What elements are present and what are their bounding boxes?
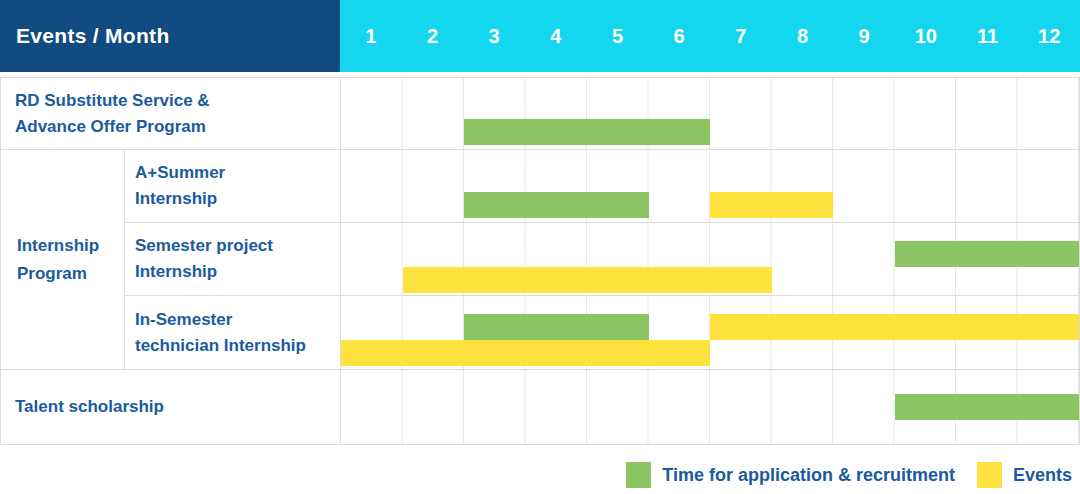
month-header-row: 123456789101112 (340, 0, 1080, 72)
recruitment-bar (464, 192, 649, 218)
table-header: Events / Month 123456789101112 (0, 0, 1080, 72)
recruitment-bar (895, 394, 1080, 420)
row-label-line: Internship (135, 259, 340, 285)
month-header-11: 11 (957, 0, 1019, 72)
timeline-cell-a-summer-internship (341, 149, 1079, 222)
month-header-9: 9 (833, 0, 895, 72)
timeline-cell-rd-substitute-service-advance-offer-program (341, 78, 1079, 149)
month-header-12: 12 (1018, 0, 1080, 72)
row-label-semester-project-internship: Semester projectInternship (125, 222, 341, 295)
gantt-body: RD Substitute Service &Advance Offer Pro… (0, 77, 1080, 445)
month-header-10: 10 (895, 0, 957, 72)
month-header-6: 6 (648, 0, 710, 72)
row-label-line: RD Substitute Service & (15, 88, 340, 114)
events-bar (341, 340, 710, 366)
legend-label-recruitment: Time for application & recruitment (662, 465, 955, 486)
yellow-swatch-icon (977, 462, 1002, 488)
group-label-internship-program: InternshipProgram (1, 149, 125, 369)
month-header-5: 5 (587, 0, 649, 72)
recruitment-bar (464, 314, 649, 340)
month-header-7: 7 (710, 0, 772, 72)
recruitment-bar (464, 119, 710, 145)
row-label-line: technician Internship (135, 333, 340, 359)
row-label-a-summer-internship: A+SummerInternship (125, 149, 341, 222)
events-month-label: Events / Month (16, 24, 170, 48)
row-label-rd-substitute-service-advance-offer-program: RD Substitute Service &Advance Offer Pro… (1, 78, 341, 149)
recruitment-bar (895, 241, 1080, 267)
events-bar (710, 192, 833, 218)
row-label-line: Talent scholarship (15, 394, 340, 420)
row-label-line: A+Summer (135, 160, 340, 186)
month-header-4: 4 (525, 0, 587, 72)
legend: Time for application & recruitment Event… (0, 462, 1080, 488)
timeline-cell-talent-scholarship (341, 369, 1079, 444)
group-label-line: Internship (17, 232, 124, 260)
events-bar (403, 267, 772, 293)
row-label-talent-scholarship: Talent scholarship (1, 369, 341, 444)
row-label-line: In-Semester (135, 307, 340, 333)
events-bar (710, 314, 1079, 340)
row-label-line: Advance Offer Program (15, 114, 340, 140)
month-header-2: 2 (402, 0, 464, 72)
legend-item-recruitment: Time for application & recruitment (626, 462, 955, 488)
timeline-cell-semester-project-internship (341, 222, 1079, 295)
green-swatch-icon (626, 462, 651, 488)
legend-label-events: Events (1013, 465, 1072, 486)
timeline-cell-in-semester-technician-internship (341, 295, 1079, 369)
row-label-in-semester-technician-internship: In-Semestertechnician Internship (125, 295, 341, 369)
row-label-line: Semester project (135, 233, 340, 259)
month-header-1: 1 (340, 0, 402, 72)
month-header-8: 8 (772, 0, 834, 72)
events-month-header-cell: Events / Month (0, 0, 340, 72)
month-header-3: 3 (463, 0, 525, 72)
row-label-line: Internship (135, 186, 340, 212)
legend-item-events: Events (977, 462, 1072, 488)
gantt-schedule-chart: Events / Month 123456789101112 RD Substi… (0, 0, 1080, 494)
group-label-line: Program (17, 260, 124, 288)
